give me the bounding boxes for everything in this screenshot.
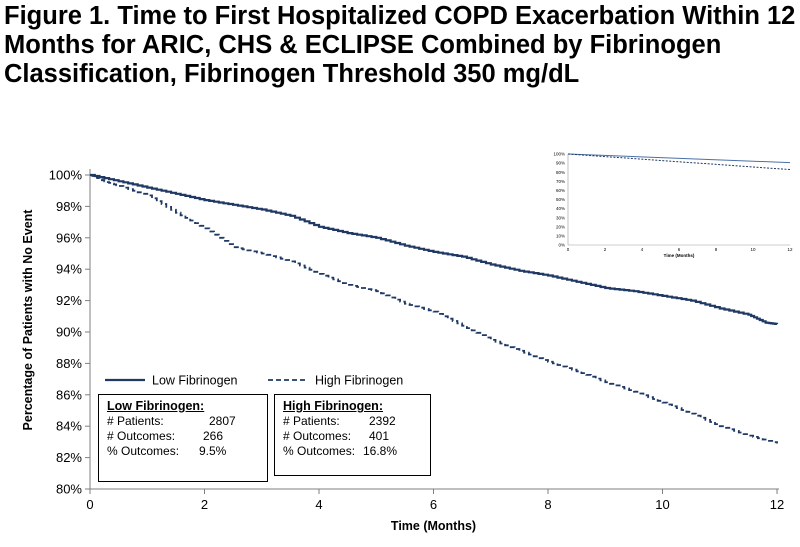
x-tick-label: 8 <box>544 497 551 512</box>
legend-high-label: High Fibrinogen <box>315 374 403 388</box>
inset-y-tick-label: 90% <box>556 161 565 166</box>
inset-y-tick-label: 0% <box>558 243 565 248</box>
low-outcomes-value: 266 <box>203 429 224 443</box>
high-pct-outcomes-label: % Outcomes: <box>283 444 356 458</box>
y-tick-label: 92% <box>56 293 82 308</box>
inset-x-axis-label: Time (Months) <box>664 253 695 258</box>
x-tick-label: 12 <box>770 497 784 512</box>
x-tick-label: 10 <box>655 497 669 512</box>
main-lines <box>90 173 779 444</box>
y-tick-label: 100% <box>49 168 83 183</box>
main-axes: 80%82%84%86%88%90%92%94%96%98%100%0 2 4 6 8 1… <box>21 168 784 534</box>
y-tick-label: 90% <box>56 325 82 340</box>
y-tick-label: 84% <box>56 419 82 434</box>
inset-x-tick-label: 10 <box>750 247 756 252</box>
inset-x-tick-label: 6 <box>678 247 681 252</box>
inset-y-tick-label: 100% <box>553 152 565 157</box>
low-outcomes-label: # Outcomes: <box>107 429 176 443</box>
inset-y-tick-label: 80% <box>556 170 565 175</box>
low-pct-outcomes-label: % Outcomes: <box>107 444 180 458</box>
y-tick-label: 94% <box>56 262 82 277</box>
inset-y-tick-label: 20% <box>556 224 565 229</box>
high-box-header: High Fibrinogen: <box>283 399 383 413</box>
inset-y-tick-label: 60% <box>556 188 565 193</box>
y-axis-label: Percentage of Patients with No Event <box>21 209 35 431</box>
inset-x-tick-label: 2 <box>604 247 607 252</box>
high-outcomes-label: # Outcomes: <box>283 429 352 443</box>
inset-x-tick-label: 8 <box>715 247 718 252</box>
y-tick-label: 88% <box>56 356 82 371</box>
high-fibrinogen-stats-box: High Fibrinogen: # Patients: 2392 # Outco… <box>274 394 431 476</box>
legend: Low Fibrinogen High Fibrinogen <box>105 374 403 388</box>
x-tick-label: 0 <box>86 497 93 512</box>
low-patients-label: # Patients: <box>107 414 164 428</box>
low-fibrinogen-line <box>90 173 779 325</box>
inset-y-tick-label: 10% <box>556 234 565 239</box>
high-fibrinogen-line <box>90 174 778 444</box>
inset-y-tick-label: 50% <box>556 197 565 202</box>
high-outcomes-value: 401 <box>369 429 390 443</box>
high-patients-label: # Patients: <box>283 414 340 428</box>
low-fibrinogen-stats-box: Low Fibrinogen: # Patients: 2807 # Outcom… <box>98 394 268 482</box>
x-tick-label: 6 <box>430 497 437 512</box>
low-box-header: Low Fibrinogen: <box>107 399 205 413</box>
inset-y-tick-label: 30% <box>556 215 565 220</box>
inset-y-tick-label: 70% <box>556 179 565 184</box>
high-pct-outcomes-value: 16.8% <box>363 444 398 458</box>
legend-low-label: Low Fibrinogen <box>152 374 238 388</box>
low-patients-value: 2807 <box>209 414 236 428</box>
y-tick-label: 98% <box>56 199 82 214</box>
y-tick-label: 96% <box>56 230 82 245</box>
x-tick-label: 2 <box>201 497 208 512</box>
figure-title: Figure 1. Time to First Hospitalized COP… <box>4 2 796 88</box>
inset-x-tick-label: 4 <box>641 247 644 252</box>
y-tick-label: 80% <box>56 482 82 497</box>
inset-y-tick-label: 40% <box>556 206 565 211</box>
low-pct-outcomes-value: 9.5% <box>199 444 227 458</box>
high-patients-value: 2392 <box>369 414 396 428</box>
y-tick-label: 82% <box>56 450 82 465</box>
inset-chart: 0% 10% 20% 30% 40% 50% 60% 70% 80% 90% 100% 0 2 4 6 8 10… <box>553 152 793 258</box>
inset-x-tick-label: 0 <box>567 247 570 252</box>
inset-x-tick-label: 12 <box>787 247 793 252</box>
x-axis-label: Time (Months) <box>391 519 476 533</box>
inset-low-line <box>567 153 791 164</box>
x-tick-label: 4 <box>315 497 322 512</box>
y-tick-label: 86% <box>56 387 82 402</box>
